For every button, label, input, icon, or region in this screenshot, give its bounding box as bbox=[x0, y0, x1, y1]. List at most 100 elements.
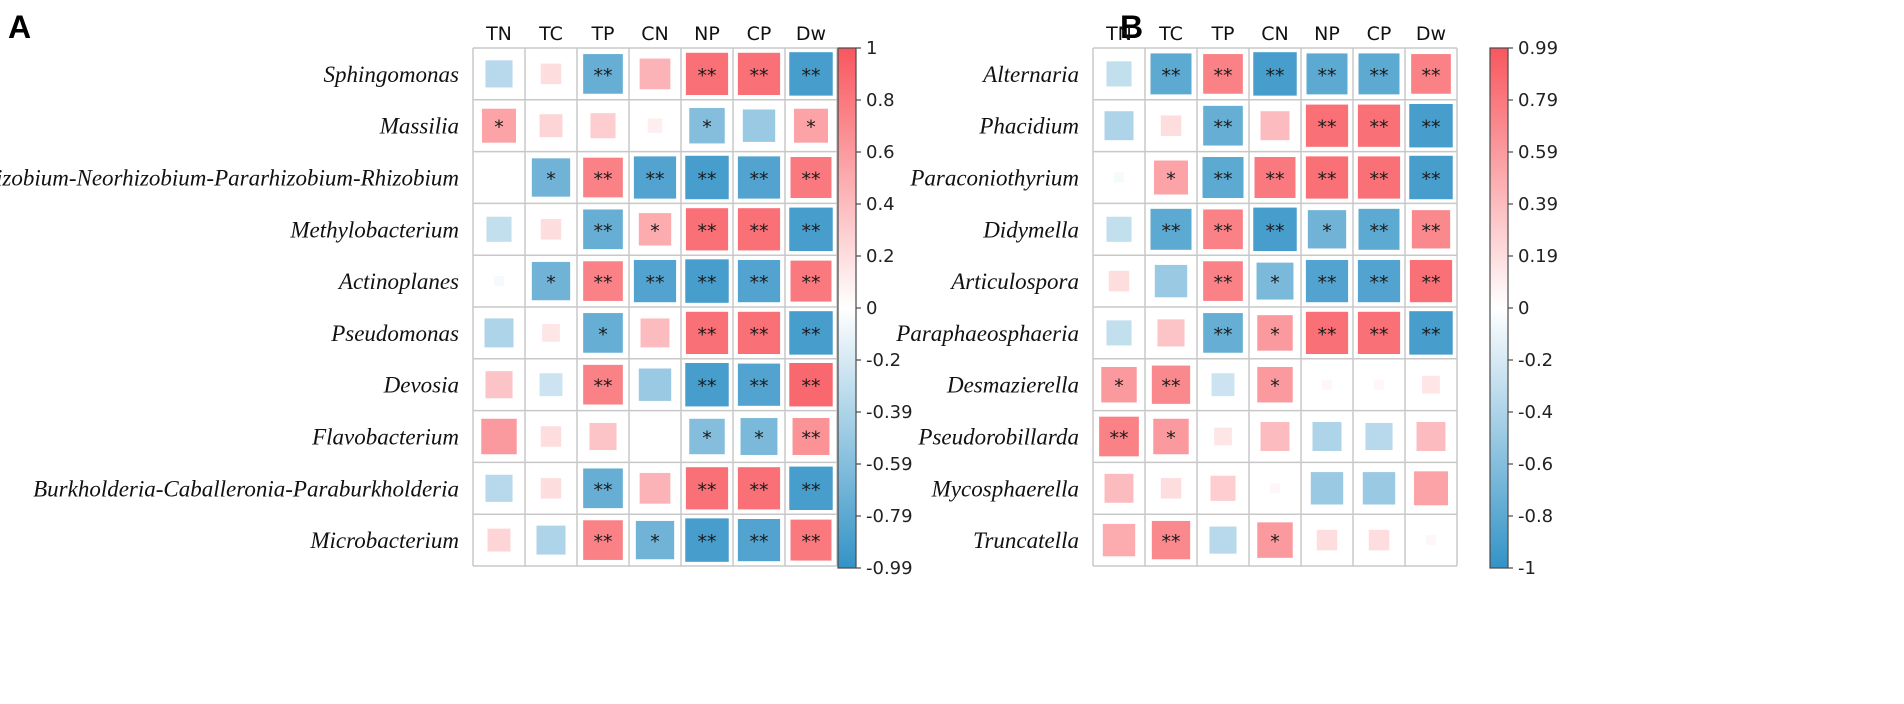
panel-a-cell-sphingomonas-dw bbox=[789, 52, 833, 96]
panel-b-sig-paraconiothyrium-dw: ** bbox=[1422, 169, 1441, 191]
panel-a-cell-pseudomonas-tp bbox=[583, 313, 623, 353]
panel-a-sig-sphingomonas-cp: ** bbox=[750, 65, 769, 87]
panel-b-cell-mycosphaerella-tn bbox=[1104, 473, 1134, 503]
panel-a-sig-allorhizobium-neorhizobium-pararhizobium-rhizobium-dw: ** bbox=[802, 169, 821, 191]
panel-a-colorbar-label-5: 0 bbox=[866, 298, 877, 319]
panel-a-row-label-actinoplanes: Actinoplanes bbox=[337, 269, 459, 294]
panel-a-cell-allorhizobium-neorhizobium-pararhizobium-rhizobium-cn bbox=[633, 156, 677, 199]
panel-b-sig-alternaria-dw: ** bbox=[1422, 65, 1441, 87]
panel-b-cell-mycosphaerella-dw bbox=[1414, 471, 1448, 506]
panel-a-cell-allorhizobium-neorhizobium-pararhizobium-rhizobium-dw bbox=[790, 157, 832, 198]
panel-a-cell-flavobacterium-np bbox=[689, 418, 725, 455]
panel-a-cell-burkholderia-caballeronia-paraburkholderia-cn bbox=[639, 472, 671, 504]
panel-a-sig-actinoplanes-cn: ** bbox=[646, 272, 665, 294]
panel-a-cell-microbacterium-np bbox=[685, 518, 729, 562]
panel-b-cell-paraphaeosphaeria-tn bbox=[1106, 320, 1132, 346]
panel-a-col-label-np: NP bbox=[694, 23, 720, 45]
panel-letter-a: A bbox=[8, 9, 31, 45]
panel-b-cell-articulospora-tp bbox=[1203, 261, 1243, 301]
panel-a-sig-burkholderia-caballeronia-paraburkholderia-dw: ** bbox=[802, 479, 821, 501]
panel-b-cell-paraphaeosphaeria-tc bbox=[1157, 319, 1185, 347]
panel-a-cell-sphingomonas-cp bbox=[737, 52, 781, 96]
panel-a-row-label-pseudomonas: Pseudomonas bbox=[330, 321, 459, 346]
panel-a-cell-methylobacterium-dw bbox=[789, 207, 833, 252]
panel-b-colorbar-label-0: 0.99 bbox=[1518, 38, 1558, 59]
panel-b-col-label-tp: TP bbox=[1210, 23, 1234, 45]
panel-b-cell-pseudorobillarda-cn bbox=[1260, 422, 1290, 451]
panel-b-cell-paraphaeosphaeria-np bbox=[1305, 311, 1349, 355]
panel-b-col-label-cn: CN bbox=[1261, 23, 1288, 45]
panel-a-cell-pseudomonas-tc bbox=[542, 324, 560, 342]
panel-a-sig-methylobacterium-dw: ** bbox=[802, 220, 821, 242]
panel-a-sig-flavobacterium-np: * bbox=[702, 428, 712, 450]
panel-a-colorbar-label-1: 0.8 bbox=[866, 90, 895, 111]
panel-b-cell-mycosphaerella-tp bbox=[1210, 475, 1236, 501]
panel-b-row-label-pseudorobillarda: Pseudorobillarda bbox=[917, 425, 1079, 450]
panel-a-cell-sphingomonas-tn bbox=[485, 60, 513, 88]
panel-b-cell-mycosphaerella-np bbox=[1310, 472, 1344, 505]
panel-b-row-label-articulospora: Articulospora bbox=[949, 269, 1079, 294]
panel-a-col-label-tn: TN bbox=[485, 23, 512, 45]
panel-a-cell-actinoplanes-tn bbox=[493, 275, 505, 287]
panel-b-col-label-tn: TN bbox=[1105, 23, 1132, 45]
panel-a-cell-flavobacterium-tp bbox=[589, 422, 617, 451]
panel-a-sig-devosia-dw: ** bbox=[802, 376, 821, 398]
panel-a-cell-devosia-cn bbox=[638, 368, 672, 401]
panel-a-cell-flavobacterium-cp bbox=[740, 418, 778, 455]
panel-a-sig-methylobacterium-np: ** bbox=[698, 220, 717, 242]
panel-b-sig-pseudorobillarda-tc: * bbox=[1166, 428, 1176, 450]
panel-b-colorbar-label-3: 0.39 bbox=[1518, 194, 1558, 215]
panel-a-sig-microbacterium-dw: ** bbox=[802, 531, 821, 553]
panel-b-cell-paraphaeosphaeria-cn bbox=[1257, 315, 1293, 351]
panel-b-cell-alternaria-cp bbox=[1358, 53, 1400, 95]
panel-a-sig-methylobacterium-tp: ** bbox=[594, 220, 613, 242]
panel-a-cell-pseudomonas-dw bbox=[789, 311, 833, 355]
panel-b-colorbar-label-10: -1 bbox=[1518, 558, 1536, 579]
panel-b-cell-paraphaeosphaeria-tp bbox=[1203, 313, 1243, 353]
panel-a-sig-flavobacterium-dw: ** bbox=[802, 428, 821, 450]
heatmap-panel-a: TN TC TP CN NP CP Dw Sphingomonas Massilia Allorh… bbox=[0, 23, 913, 579]
panel-b-row-label-desmazierella: Desmazierella bbox=[946, 373, 1079, 398]
panel-b-row-label-mycosphaerella: Mycosphaerella bbox=[931, 476, 1079, 501]
panel-a-sig-microbacterium-cn: * bbox=[650, 531, 660, 553]
panel-b-col-label-np: NP bbox=[1314, 23, 1340, 45]
panel-b-row-label-didymella: Didymella bbox=[982, 217, 1079, 242]
panel-a-cell-flavobacterium-tc bbox=[540, 426, 562, 447]
panel-a-sig-massilia-tn: * bbox=[494, 117, 504, 139]
panel-a-colorbar-label-8: -0.59 bbox=[866, 454, 913, 475]
panel-b-cell-phacidium-cn bbox=[1260, 111, 1290, 141]
panel-a-cell-massilia-np bbox=[689, 107, 725, 144]
panel-b-sig-articulospora-tp: ** bbox=[1214, 272, 1233, 294]
panel-a-cell-methylobacterium-cn bbox=[638, 213, 672, 246]
panel-b-sig-articulospora-dw: ** bbox=[1422, 272, 1441, 294]
panel-a-colorbar-label-4: 0.2 bbox=[866, 246, 895, 267]
panel-b-sig-didymella-dw: ** bbox=[1422, 220, 1441, 242]
panel-b-cell-paraphaeosphaeria-cp bbox=[1357, 311, 1401, 355]
panel-a-cell-burkholderia-caballeronia-paraburkholderia-np bbox=[685, 467, 729, 510]
panel-a-sig-devosia-tp: ** bbox=[594, 376, 613, 398]
panel-b-sig-paraphaeosphaeria-dw: ** bbox=[1422, 324, 1441, 346]
panel-a-sig-microbacterium-np: ** bbox=[698, 531, 717, 553]
panel-b-sig-didymella-cp: ** bbox=[1370, 220, 1389, 242]
panel-a-row-label-massilia: Massilia bbox=[379, 114, 459, 139]
panel-b-cell-phacidium-tc bbox=[1160, 115, 1182, 136]
panel-a-cell-flavobacterium-tn bbox=[481, 418, 517, 455]
panel-a-cell-allorhizobium-neorhizobium-pararhizobium-rhizobium-tp bbox=[583, 157, 623, 198]
panel-a-cell-actinoplanes-np bbox=[685, 259, 729, 303]
panel-a-cell-devosia-np bbox=[685, 362, 729, 407]
panel-a-cell-microbacterium-tp bbox=[583, 520, 623, 560]
panel-a-sig-pseudomonas-cp: ** bbox=[750, 324, 769, 346]
panel-b-cell-truncatella-cp bbox=[1368, 529, 1390, 551]
panel-b-sig-alternaria-tc: ** bbox=[1162, 65, 1181, 87]
panel-b-sig-paraphaeosphaeria-cp: ** bbox=[1370, 324, 1389, 346]
panel-b-cell-articulospora-np bbox=[1305, 259, 1349, 303]
panel-b-row-label-paraphaeosphaeria: Paraphaeosphaeria bbox=[895, 321, 1079, 346]
panel-b-sig-alternaria-tp: ** bbox=[1214, 65, 1233, 87]
panel-a-colorbar-label-3: 0.4 bbox=[866, 194, 895, 215]
panel-a-cell-pseudomonas-cn bbox=[640, 318, 670, 348]
panel-a-cell-flavobacterium-dw bbox=[792, 418, 830, 455]
panel-b-cell-pseudorobillarda-tc bbox=[1153, 418, 1189, 455]
panel-b-cell-paraconiothyrium-cn bbox=[1254, 157, 1296, 198]
panel-a-cell-microbacterium-tc bbox=[536, 525, 566, 555]
